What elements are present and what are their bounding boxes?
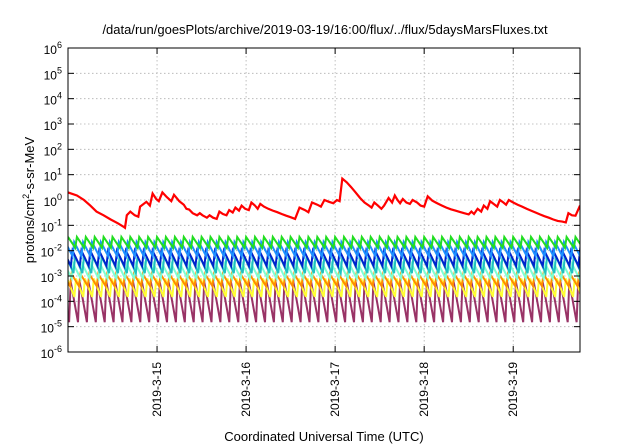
y-tick-label: 10-1 [41,217,62,234]
y-tick-label: 10-3 [41,268,62,285]
y-tick-label: 105 [44,65,62,82]
y-tick-label: 10-6 [41,344,62,361]
y-tick-label: 102 [44,141,62,158]
y-tick-label: 10-4 [41,293,62,310]
y-tick-label: 103 [44,116,62,133]
x-tick-label: 2019-3-15 [150,362,164,417]
x-tick-label: 2019-3-18 [417,362,431,417]
x-tick-label: 2019-3-16 [239,362,253,417]
y-tick-label: 10-5 [41,319,62,336]
flux-series-line [68,234,580,251]
y-axis-label: protons/cm2-s-sr-MeV [21,136,37,263]
y-tick-label: 101 [44,167,62,184]
flux-series-line [68,238,580,260]
x-tick-label: 2019-3-17 [328,362,342,417]
y-axis-ticks: 10-6 10-5 10-4 10-3 10-2 10-1 100 101 102 103 104 1… [41,40,580,361]
y-tick-label: 104 [44,91,62,108]
x-axis-label: Coordinated Universal Time (UTC) [224,429,423,444]
x-tick-label: 2019-3-19 [506,362,520,417]
chart-title: /data/run/goesPlots/archive/2019-03-19/1… [102,22,548,37]
y-tick-label: 106 [44,40,62,57]
red-flux-series-line [68,176,580,230]
y-tick-label: 100 [44,192,62,209]
x-axis-ticks: 2019-3-15 2019-3-16 2019-3-17 2019-3-18 2019… [150,48,520,417]
y-tick-label: 10-2 [41,243,62,260]
series-layer [68,176,580,323]
